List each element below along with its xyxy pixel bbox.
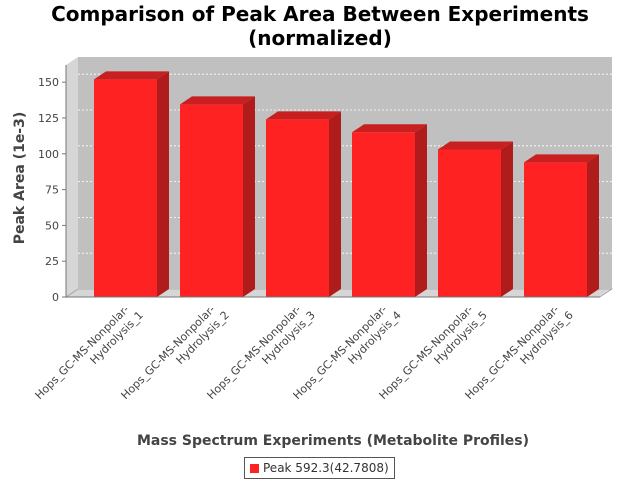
bar-side (329, 111, 341, 297)
bars (94, 71, 599, 297)
bar-front (352, 132, 415, 297)
legend-label: Peak 592.3(42.7808) (263, 461, 389, 475)
bar-front (266, 119, 329, 297)
bar-front (524, 162, 587, 297)
chart-title: Comparison of Peak Area Between Experime… (0, 2, 640, 50)
bar (266, 111, 341, 297)
x-axis-label: Mass Spectrum Experiments (Metabolite Pr… (137, 433, 529, 449)
y-tick-label: 150 (38, 76, 59, 89)
bar-front (94, 79, 157, 297)
bar (352, 124, 427, 297)
bar-top (438, 141, 513, 150)
bar (524, 154, 599, 297)
plot-left-wall (66, 57, 78, 297)
bar-side (157, 71, 169, 297)
chart-title-line-2: (normalized) (248, 26, 392, 50)
y-tick-label: 100 (38, 148, 59, 161)
y-tick-label: 75 (45, 184, 59, 197)
y-tick-label: 25 (45, 255, 59, 268)
bar (94, 71, 169, 297)
bar-side (587, 154, 599, 297)
bar-side (415, 124, 427, 297)
y-axis-label: Peak Area (1e-3) (12, 112, 28, 245)
bar-front (438, 149, 501, 297)
bar-top (524, 154, 599, 163)
bar-top (352, 124, 427, 133)
bar-side (501, 141, 513, 297)
y-tick-label: 50 (45, 219, 59, 232)
y-tick-label: 0 (52, 291, 59, 304)
legend-swatch (250, 463, 259, 473)
bar-top (180, 96, 255, 105)
legend: Peak 592.3(42.7808) (244, 457, 395, 479)
y-tick-label: 125 (38, 112, 59, 125)
bar-side (243, 96, 255, 297)
bar (438, 141, 513, 297)
bar-top (94, 71, 169, 80)
bar (180, 96, 255, 297)
bar-front (180, 104, 243, 297)
chart-title-line-1: Comparison of Peak Area Between Experime… (51, 2, 589, 26)
bar-top (266, 111, 341, 120)
